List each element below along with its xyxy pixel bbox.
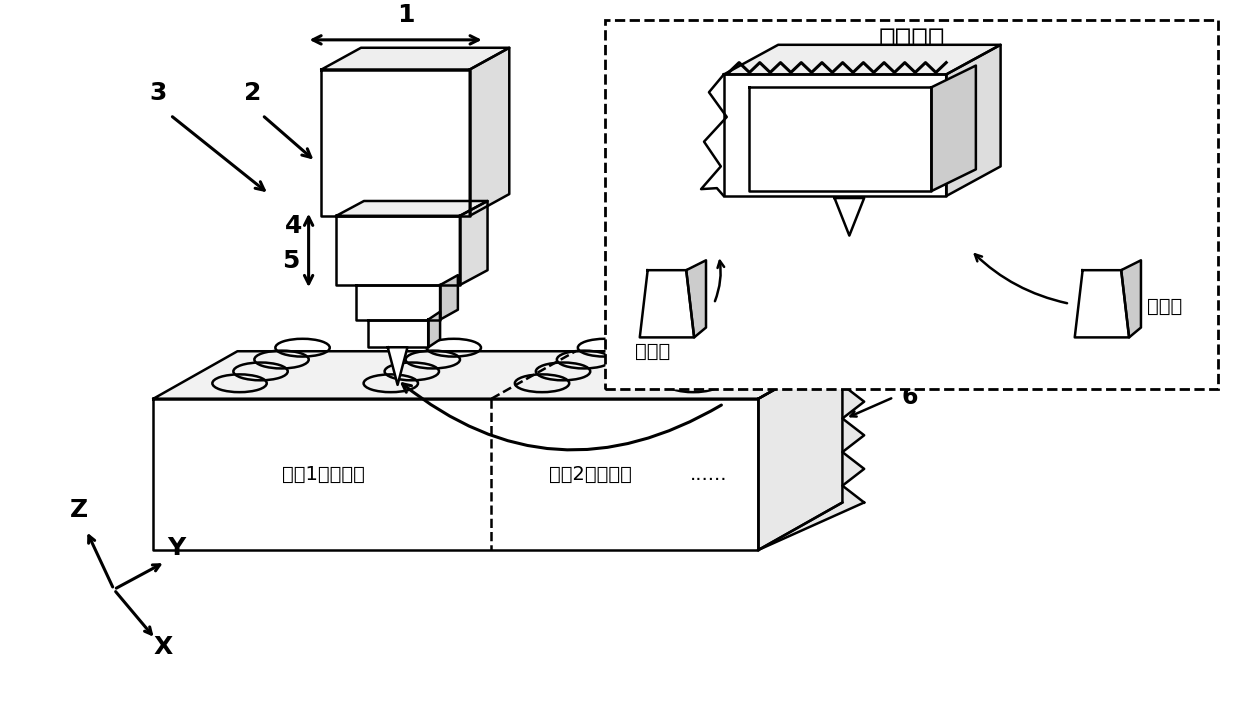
Polygon shape — [724, 44, 1001, 75]
Text: 新刀具: 新刀具 — [1147, 297, 1182, 315]
Polygon shape — [724, 75, 946, 196]
Text: 4: 4 — [285, 214, 303, 237]
Text: 6: 6 — [901, 385, 919, 409]
Polygon shape — [946, 44, 1001, 196]
Polygon shape — [1121, 260, 1141, 338]
Polygon shape — [759, 351, 864, 550]
Polygon shape — [321, 70, 470, 216]
Polygon shape — [931, 65, 976, 191]
Polygon shape — [460, 201, 487, 285]
Text: 1: 1 — [397, 3, 414, 27]
Text: 刀共2工作区域: 刀共2工作区域 — [549, 465, 632, 484]
Text: Y: Y — [167, 536, 185, 560]
Text: 旧刀具: 旧刀具 — [635, 342, 670, 361]
Text: 5: 5 — [283, 250, 300, 273]
Polygon shape — [428, 312, 440, 347]
Polygon shape — [470, 48, 510, 216]
Polygon shape — [321, 48, 510, 70]
Polygon shape — [154, 399, 759, 550]
Polygon shape — [336, 201, 487, 216]
Text: 2: 2 — [243, 81, 260, 105]
Polygon shape — [686, 260, 706, 338]
Text: 刀共1工作区域: 刀共1工作区域 — [281, 465, 365, 484]
Polygon shape — [154, 351, 842, 399]
Polygon shape — [336, 216, 460, 285]
Text: 3: 3 — [150, 81, 167, 105]
Text: Z: Z — [71, 498, 88, 522]
Polygon shape — [368, 320, 428, 347]
Text: 更换刀具: 更换刀具 — [878, 26, 945, 54]
Polygon shape — [749, 87, 931, 191]
Polygon shape — [1075, 270, 1130, 338]
Polygon shape — [356, 285, 440, 320]
Polygon shape — [388, 347, 408, 385]
Polygon shape — [640, 270, 694, 338]
Polygon shape — [759, 351, 842, 550]
Text: X: X — [154, 635, 172, 659]
Polygon shape — [835, 198, 864, 236]
Bar — [605, 20, 1218, 389]
Text: ......: ...... — [691, 465, 728, 484]
Polygon shape — [440, 275, 458, 320]
